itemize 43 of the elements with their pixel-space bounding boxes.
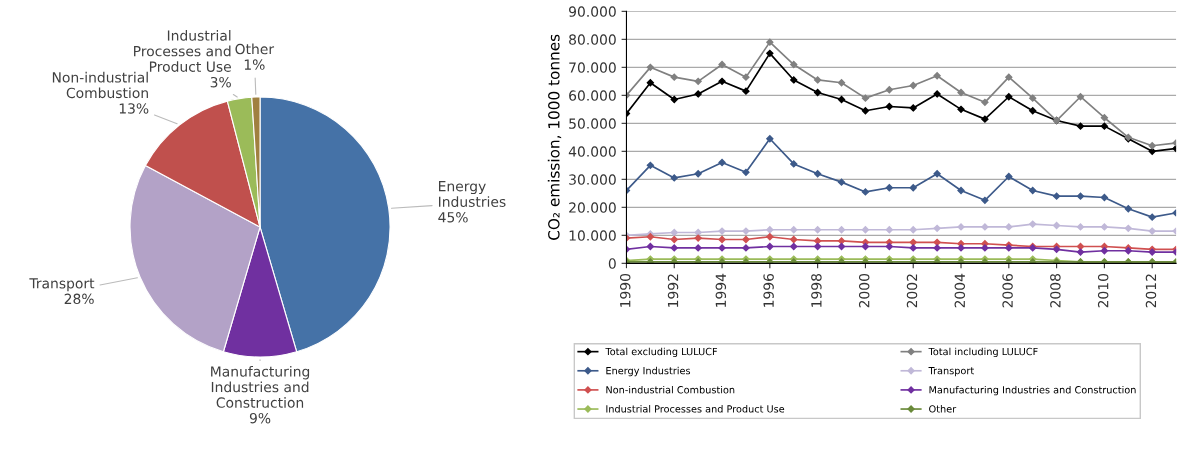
legend-label: Other (929, 405, 957, 413)
y-tick-label: 70.000 (569, 62, 616, 73)
slice-label: Energy Industries (439, 181, 506, 207)
y-axis-title: CO₂ emission, 1000 tonnes (547, 34, 562, 240)
y-tick-label: 40.000 (568, 146, 616, 157)
y-tick-label: 10.000 (569, 230, 616, 241)
data-label: 3% (210, 76, 231, 88)
legend-label: Industrial Processes and Product Use (606, 405, 785, 413)
legend-label: Transport (928, 367, 974, 377)
x-tick-label: 1998 (811, 273, 822, 307)
y-tick-label: 50.000 (569, 118, 616, 129)
data-label: 28% (64, 293, 94, 305)
x-tick-label: 1996 (763, 273, 774, 307)
x-tick-label: 2000 (858, 273, 870, 308)
x-tick-label: 2010 (1097, 273, 1109, 308)
y-tick-label: 30.000 (569, 174, 616, 185)
x-tick-label: 2002 (906, 274, 918, 308)
x-tick-label: 2008 (1050, 273, 1061, 308)
x-tick-label: 2004 (954, 273, 966, 308)
slice-label: Manufacturing Industries and Construction (211, 365, 310, 408)
legend-label: Total including LULUCF (928, 347, 1038, 358)
data-label: 9% (249, 412, 271, 424)
slice-label: Non-industrial Combustion (52, 71, 148, 99)
data-label: 1% (244, 59, 265, 70)
x-tick-label: 1992 (667, 274, 679, 307)
data-label: 13% (119, 103, 149, 114)
y-tick-label: 0 (608, 258, 616, 269)
y-tick-label: 90.000 (569, 6, 616, 17)
y-tick-label: 20.000 (569, 202, 616, 213)
legend-label: Energy Industries (606, 366, 691, 377)
data-label: 45% (438, 212, 468, 223)
y-tick-label: 80.000 (569, 34, 616, 45)
slice-label: Transport (29, 278, 95, 292)
slice-label: Other (235, 43, 275, 55)
legend-label: Manufacturing Industries and Construction (929, 385, 1136, 396)
y-tick-label: 60.000 (569, 90, 616, 101)
legend-label: Total excluding LULUCF (605, 347, 718, 358)
legend-label: Non-industrial Combustion (606, 385, 735, 394)
slice-label: Industrial Processes and Product Use (134, 30, 231, 72)
x-tick-label: 1994 (715, 273, 727, 307)
x-tick-label: 2012 (1145, 274, 1157, 308)
x-tick-label: 2006 (1002, 273, 1013, 308)
x-tick-label: 1990 (619, 273, 631, 307)
